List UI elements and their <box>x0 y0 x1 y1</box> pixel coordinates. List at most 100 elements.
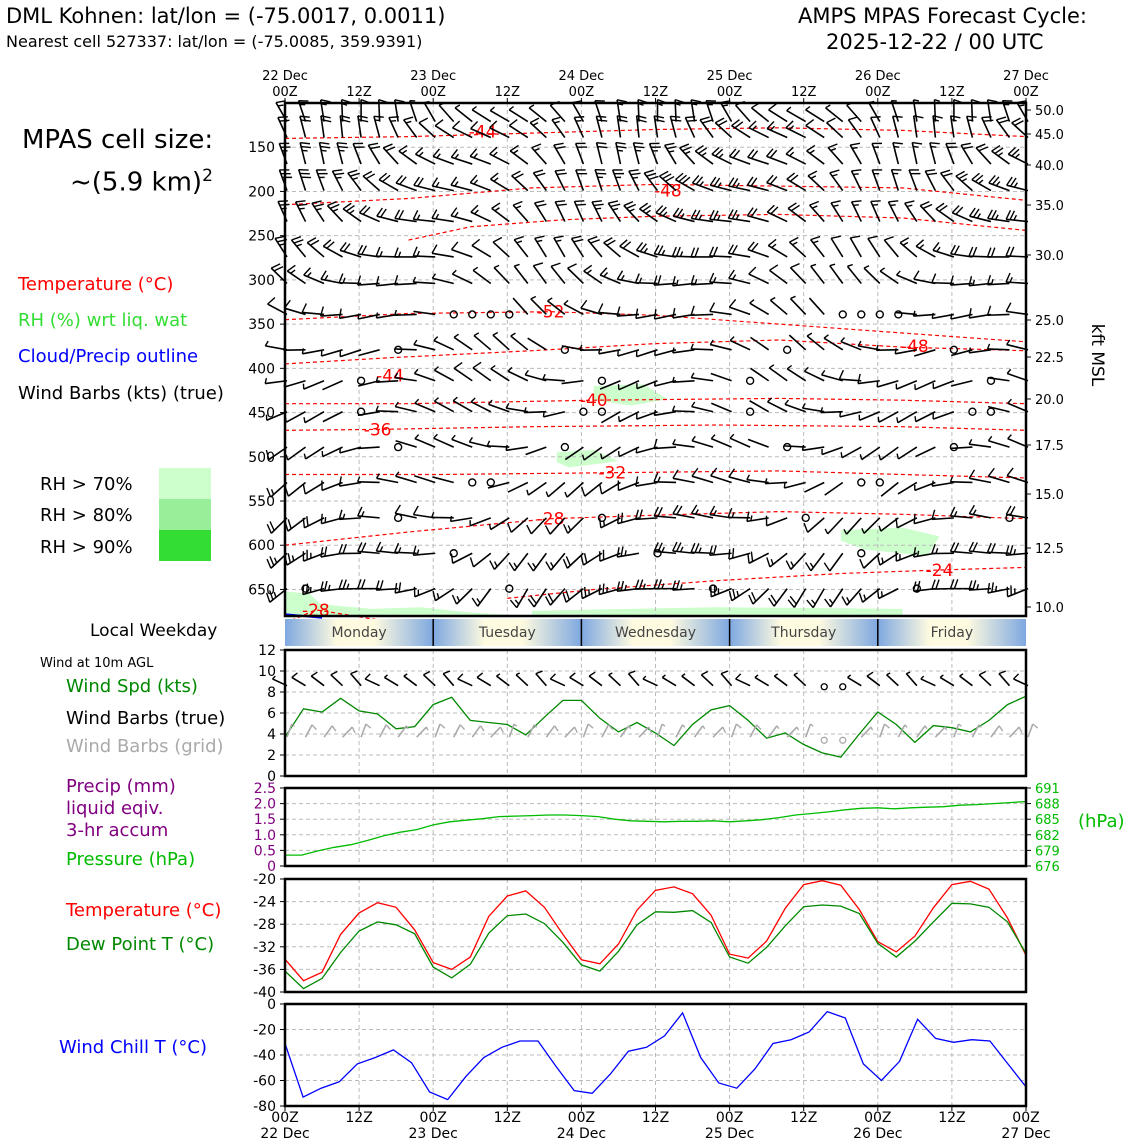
wind-barb-feather <box>884 236 894 241</box>
wind-barb-feather <box>313 203 324 208</box>
wind-barb-feather <box>564 491 568 498</box>
barb-true-feather <box>720 670 729 675</box>
barb-grid-feather <box>405 725 409 730</box>
wind-barb <box>714 122 733 139</box>
wind-barb <box>805 124 825 139</box>
barb-grid <box>508 723 515 738</box>
wind-barb-feather <box>338 509 343 520</box>
wind-barb-calm <box>486 310 495 319</box>
wind-barb-feather <box>416 549 420 556</box>
wind-barb-feather <box>990 543 996 553</box>
wind-barb-feather <box>653 438 658 449</box>
wind-barb <box>654 550 677 555</box>
wind-barb-feather <box>661 583 665 589</box>
wind-barb-feather <box>931 543 936 554</box>
wind-barb-feather <box>895 517 898 528</box>
wind-barb <box>266 410 288 421</box>
wind-barb-feather <box>994 585 998 592</box>
wind-barb <box>919 205 936 223</box>
wind-barb-feather <box>671 376 675 383</box>
barb-true-feather <box>476 672 484 679</box>
wind-barb-calm <box>968 407 977 416</box>
wind-barb <box>709 310 732 316</box>
wind-barb-feather <box>698 214 703 220</box>
wind-barb-feather <box>265 592 271 603</box>
wind-barb-feather <box>991 582 994 593</box>
wind-barb-calm <box>486 478 495 487</box>
barb-grid <box>564 726 576 738</box>
wind-barb <box>320 313 343 317</box>
wind-barb <box>302 311 325 316</box>
top-date-label: 22 Dec <box>262 69 308 84</box>
wind-barb <box>628 170 640 191</box>
top-time-label: 12Z <box>939 85 965 100</box>
wind-barb <box>1006 343 1029 351</box>
wind-barb <box>470 127 492 139</box>
wind-barb <box>654 253 677 258</box>
pp-y2label: (hPa) <box>1078 811 1125 832</box>
wind-barb <box>525 446 547 456</box>
wind-barb-feather <box>286 264 296 272</box>
wind-barb <box>617 587 640 592</box>
wind-barb-calm <box>560 442 570 452</box>
wind-barb-feather <box>398 582 402 593</box>
wind-barb-feather <box>968 541 975 552</box>
wind-barb <box>829 552 844 572</box>
wind-barb-feather <box>1014 120 1024 127</box>
wind-barb-feather <box>492 236 503 243</box>
weekday-label: Wednesday <box>615 625 696 641</box>
wind-barb-feather <box>320 270 327 280</box>
wind-barb-feather <box>713 510 718 516</box>
wind-barb-feather <box>672 469 679 479</box>
wind-barb <box>746 517 769 523</box>
wind-barb-feather <box>492 331 499 336</box>
wind-barb-feather <box>783 482 786 489</box>
wind-barb <box>434 587 455 602</box>
wind-barb-feather <box>746 176 754 186</box>
wind-barb <box>287 517 307 532</box>
wind-barb-feather <box>361 245 368 255</box>
wind-barb <box>524 374 547 382</box>
wind-barb <box>512 204 529 223</box>
wind-barb-feather <box>588 589 591 596</box>
wind-barb <box>509 150 529 165</box>
wind-barb-feather <box>494 207 500 212</box>
wind-barb <box>414 402 436 413</box>
wind-barb <box>318 142 325 165</box>
wind-barb <box>734 104 751 123</box>
wind-barb <box>550 265 566 284</box>
wind-barb-feather <box>505 444 508 451</box>
wind-barb <box>768 367 788 382</box>
wind-barb-feather <box>731 512 735 518</box>
wind-barb <box>825 107 844 123</box>
temperature-contour-label: -44 <box>376 366 404 386</box>
wind-barb <box>591 201 603 222</box>
wind-barb <box>432 277 454 285</box>
wind-barb-feather <box>785 120 794 129</box>
bottom-time-label: 12Z <box>938 1110 965 1126</box>
barb-grid <box>304 724 313 738</box>
wind-barb <box>841 446 862 459</box>
wind-barb-calm <box>449 549 458 558</box>
wind-barb-feather <box>628 169 639 172</box>
wind-barb-feather <box>449 515 453 522</box>
wind-barb <box>339 313 362 320</box>
wind-barb-feather <box>876 588 880 599</box>
wind-barb-feather <box>634 579 640 590</box>
wind-barb <box>265 379 288 385</box>
wind-barb-feather <box>332 208 339 212</box>
wind-barb <box>567 267 584 285</box>
barb-grid <box>1008 726 1020 738</box>
wind-barb <box>413 184 436 192</box>
wind-barb <box>672 587 695 591</box>
wind-barb-feather <box>655 205 664 214</box>
wind-barb-feather <box>273 265 284 272</box>
wind-barb-feather <box>735 214 740 220</box>
wind-barb-feather <box>362 206 371 215</box>
wind-barb-feather <box>418 117 429 124</box>
wind-barb-feather <box>454 104 461 109</box>
wind-barb-feather <box>715 117 725 124</box>
wind-barb-feather <box>306 272 312 277</box>
wind-barb-feather <box>840 452 843 458</box>
wind-barb <box>636 380 658 390</box>
